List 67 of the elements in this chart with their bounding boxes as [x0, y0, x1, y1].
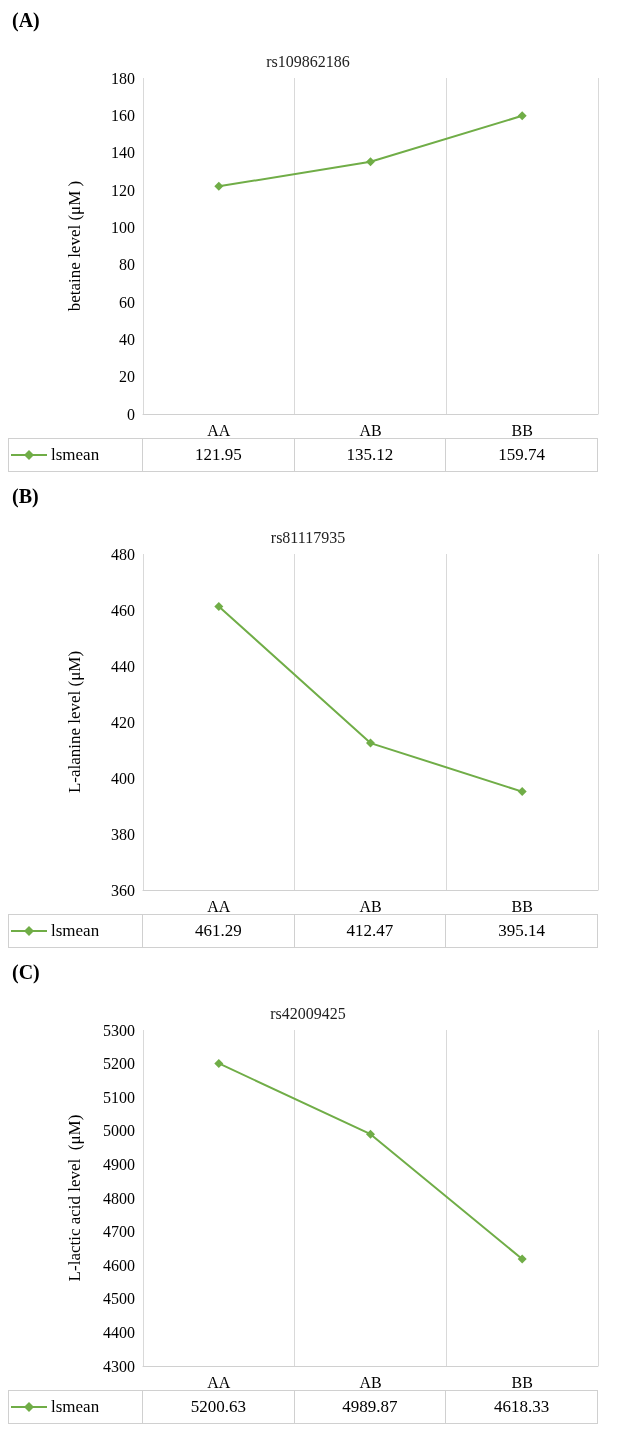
y-axis-title: L-lactic acid level (μM): [65, 1114, 84, 1282]
point: [517, 111, 527, 121]
y-tick-label: 440: [111, 657, 135, 675]
point: [517, 787, 527, 797]
y-tick-label: 20: [119, 368, 135, 386]
y-tick-label: 4600: [103, 1256, 135, 1274]
y-tick-label: 80: [119, 256, 135, 274]
y-tick-label: 420: [111, 713, 135, 731]
chart-title: rs42009425: [270, 1004, 346, 1022]
legend-label: lsmean: [51, 1397, 100, 1417]
y-tick-label: 140: [111, 144, 135, 162]
point: [366, 738, 375, 748]
point: [214, 601, 224, 611]
x-tick-label: AA: [207, 421, 231, 439]
y-tick-label: 460: [111, 601, 135, 619]
data-label: 121.95: [143, 438, 295, 472]
x-tick-label: BB: [511, 1373, 533, 1391]
x-tick-label: AB: [359, 421, 382, 439]
text: (C): [12, 961, 40, 984]
chart-title: rs81117935: [270, 528, 346, 546]
y-tick-label: 4900: [103, 1155, 135, 1173]
legend-label: lsmean: [51, 921, 100, 941]
point: [214, 181, 224, 191]
point: [366, 157, 375, 167]
y-tick-label: 380: [111, 825, 135, 843]
x-tick-label: BB: [511, 421, 533, 439]
data-label: 4989.87: [294, 1390, 447, 1424]
data-label: 159.74: [446, 438, 598, 472]
y-tick-label: 120: [111, 181, 135, 199]
y-tick-label: 4500: [103, 1290, 135, 1308]
y-tick-label: 5000: [103, 1122, 135, 1140]
y-tick-label: 100: [111, 218, 135, 236]
data-label: 412.47: [294, 914, 447, 948]
y-tick-label: 40: [119, 330, 135, 348]
x-tick-label: AA: [207, 1373, 231, 1391]
x-tick-label: AA: [207, 897, 231, 915]
text: (B): [12, 485, 39, 508]
y-tick-label: 5300: [103, 1021, 135, 1039]
y-tick-label: 5200: [103, 1055, 135, 1073]
chart-title: rs109862186: [266, 52, 350, 70]
data-label: 461.29: [143, 914, 295, 948]
text: (A): [12, 9, 40, 32]
y-tick-label: 360: [111, 881, 135, 899]
y-tick-label: 5100: [103, 1088, 135, 1106]
y-tick-label: 0: [127, 405, 135, 423]
y-tick-label: 4700: [103, 1223, 135, 1241]
point: [214, 1058, 224, 1068]
y-tick-label: 180: [111, 69, 135, 87]
data-label: 135.12: [294, 438, 447, 472]
x-tick-label: BB: [511, 897, 533, 915]
y-tick-label: 60: [119, 293, 135, 311]
y-tick-label: 4400: [103, 1323, 135, 1341]
data-label: 4618.33: [446, 1390, 598, 1424]
data-label: 395.14: [446, 914, 598, 948]
point: [517, 1254, 527, 1264]
y-tick-label: 400: [111, 769, 135, 787]
data-label: 5200.63: [143, 1390, 295, 1424]
point: [366, 1129, 375, 1139]
x-tick-label: AB: [359, 897, 382, 915]
y-tick-label: 4300: [103, 1357, 135, 1375]
legend-label: lsmean: [51, 445, 100, 465]
y-tick-label: 480: [111, 545, 135, 563]
y-tick-label: 4800: [103, 1189, 135, 1207]
y-tick-label: 160: [111, 106, 135, 124]
x-tick-label: AB: [359, 1373, 382, 1391]
y-axis-title: L-alanine level (μM): [65, 650, 84, 794]
y-axis-title: betaine level (μM ): [65, 180, 84, 312]
